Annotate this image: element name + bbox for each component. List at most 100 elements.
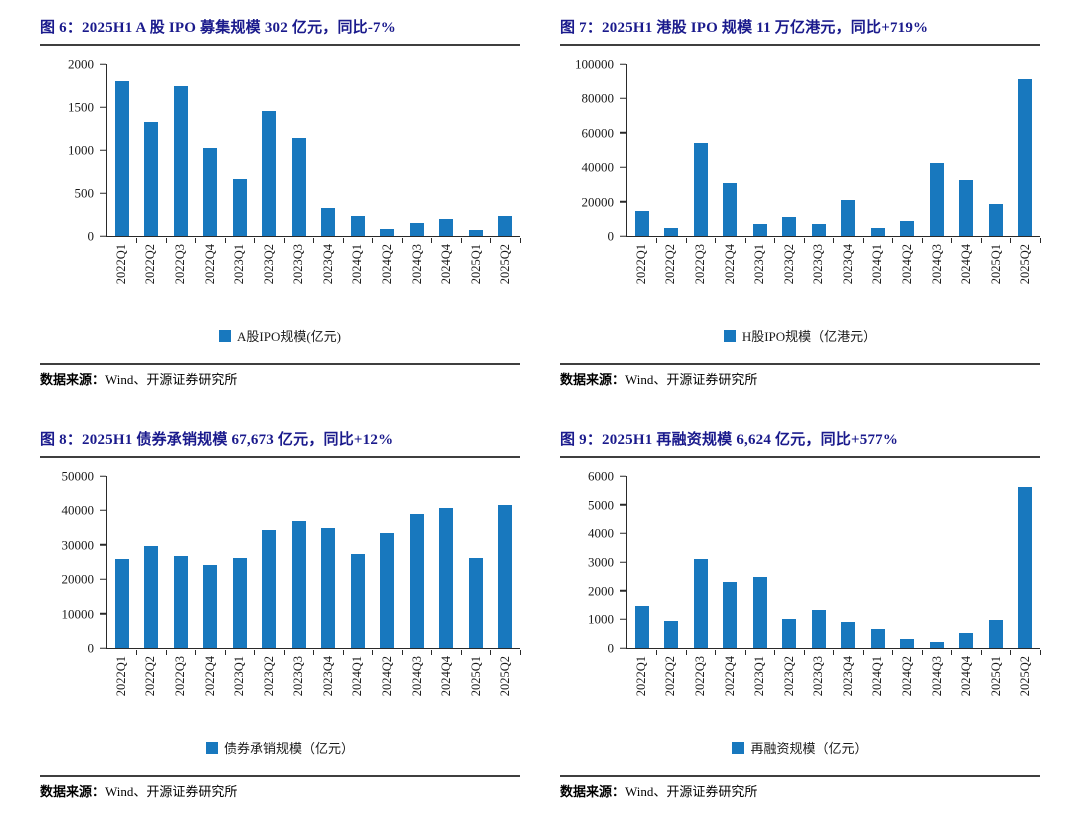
y-tick bbox=[620, 561, 626, 563]
y-tick-label: 30000 bbox=[61, 537, 95, 553]
bar-slot bbox=[225, 64, 255, 243]
bar bbox=[929, 642, 944, 648]
bar bbox=[870, 629, 885, 648]
bar bbox=[1018, 79, 1033, 236]
bar bbox=[291, 137, 306, 236]
x-tick-label: 2023Q4 bbox=[320, 244, 335, 285]
bar-plot bbox=[626, 476, 1040, 655]
bar bbox=[811, 609, 826, 648]
bar bbox=[380, 228, 395, 236]
bar bbox=[321, 207, 336, 236]
bar-slot bbox=[137, 64, 167, 243]
bar bbox=[409, 513, 424, 648]
bar bbox=[782, 217, 797, 236]
bar-slot bbox=[686, 476, 716, 655]
y-tick bbox=[620, 589, 626, 592]
y-tick-label: 0 bbox=[607, 640, 615, 656]
bar bbox=[409, 223, 424, 236]
bar-slot bbox=[922, 64, 952, 243]
y-tick bbox=[100, 149, 106, 151]
plot-area: 2022Q1 2022Q2 2022Q3 2022Q4 2023Q1 2023Q2 2023… bbox=[626, 64, 1040, 314]
y-tick bbox=[620, 166, 626, 168]
plot-area: 2022Q1 2022Q2 2022Q3 2022Q4 2023Q1 2023Q2 2023… bbox=[106, 64, 520, 314]
figure-7-panel: 图 7：2025H1 港股 IPO 规模 11 万亿港元，同比+719% 0 20… bbox=[560, 18, 1040, 388]
bar-slot bbox=[745, 64, 775, 243]
bar bbox=[144, 122, 159, 236]
x-axis-labels: 2022Q1 2022Q2 2022Q3 2022Q4 2023Q1 2023Q2 2023… bbox=[626, 656, 1040, 726]
figure-8-legend: 债券承销规模（亿元） bbox=[40, 738, 520, 757]
x-tick-label: 2023Q3 bbox=[291, 656, 306, 697]
bar bbox=[350, 215, 365, 236]
figure-6-panel: 图 6：2025H1 A 股 IPO 募集规模 302 亿元，同比-7% 0 50… bbox=[40, 18, 520, 388]
x-tick-label: 2022Q4 bbox=[202, 244, 217, 285]
bar-slot bbox=[952, 476, 981, 655]
x-axis-labels: 2022Q1 2022Q2 2022Q3 2022Q4 2023Q1 2023Q2 2023… bbox=[106, 656, 520, 726]
x-tick-label: 2022Q2 bbox=[663, 244, 678, 285]
bar-slot bbox=[981, 64, 1011, 243]
x-tick-label: 2024Q2 bbox=[899, 244, 914, 285]
y-tick-label: 2000 bbox=[68, 56, 94, 72]
bar-slot bbox=[952, 64, 981, 243]
x-tick-label: 2022Q3 bbox=[692, 244, 707, 285]
y-tick bbox=[620, 532, 626, 535]
bar-slot bbox=[432, 476, 461, 655]
bar bbox=[634, 606, 649, 648]
bar bbox=[988, 204, 1003, 236]
bar-slot bbox=[804, 476, 834, 655]
data-source-label: 数据来源： bbox=[40, 372, 106, 387]
bar-slot bbox=[343, 476, 373, 655]
x-tick-label: 2024Q4 bbox=[959, 656, 974, 697]
y-tick-label: 40000 bbox=[581, 159, 615, 175]
bar bbox=[870, 227, 885, 236]
bar bbox=[498, 505, 513, 648]
data-source-label: 数据来源： bbox=[40, 784, 106, 799]
bar-slot bbox=[863, 476, 893, 655]
legend-swatch-icon bbox=[219, 329, 231, 342]
bar-slot bbox=[107, 64, 137, 243]
x-tick-label: 2024Q1 bbox=[870, 244, 885, 285]
x-tick-label: 2023Q3 bbox=[291, 244, 306, 285]
legend-label: H股IPO规模（亿港元） bbox=[741, 329, 877, 344]
y-tick-label: 0 bbox=[87, 640, 95, 656]
bar bbox=[841, 199, 856, 236]
bar bbox=[664, 620, 679, 648]
bar-slot bbox=[716, 476, 745, 655]
bar-slot bbox=[834, 476, 863, 655]
bar bbox=[203, 148, 218, 236]
bar-slot bbox=[1011, 64, 1040, 243]
figure-8-panel: 图 8：2025H1 债券承销规模 67,673 亿元，同比+12% 0 1000… bbox=[40, 430, 520, 800]
bar bbox=[634, 211, 649, 236]
bar-slot bbox=[657, 476, 686, 655]
bar-slot bbox=[373, 476, 402, 655]
bar-slot bbox=[225, 476, 255, 655]
x-tick-label: 2024Q1 bbox=[350, 244, 365, 285]
bar bbox=[291, 520, 306, 648]
x-tick-label: 2024Q3 bbox=[409, 244, 424, 285]
plot-area: 2022Q1 2022Q2 2022Q3 2022Q4 2023Q1 2023Q2 2023… bbox=[106, 476, 520, 726]
bar bbox=[841, 621, 856, 648]
y-tick-label: 3000 bbox=[588, 554, 614, 570]
x-tick-label: 2025Q2 bbox=[498, 656, 513, 697]
y-tick bbox=[100, 106, 106, 108]
bar-slot bbox=[373, 64, 402, 243]
x-tick-label: 2022Q2 bbox=[143, 656, 158, 697]
x-tick-label: 2022Q1 bbox=[113, 656, 128, 697]
y-tick-label: 500 bbox=[74, 185, 95, 201]
plot-area: 2022Q1 2022Q2 2022Q3 2022Q4 2023Q1 2023Q2 2023… bbox=[626, 476, 1040, 726]
y-tick-label: 40000 bbox=[61, 502, 95, 518]
bar bbox=[723, 582, 738, 648]
bar bbox=[173, 86, 188, 236]
bar-slot bbox=[343, 64, 373, 243]
y-tick-label: 20000 bbox=[61, 571, 95, 587]
y-tick-label: 4000 bbox=[588, 525, 614, 541]
x-tick-label: 2022Q3 bbox=[692, 656, 707, 697]
x-tick-label: 2022Q3 bbox=[172, 656, 187, 697]
x-tick-label: 2025Q2 bbox=[1018, 656, 1033, 697]
legend-swatch-icon bbox=[205, 741, 218, 754]
bar bbox=[811, 223, 826, 236]
x-tick-label: 2024Q2 bbox=[379, 244, 394, 285]
data-source: 数据来源：Wind、开源证券研究所 bbox=[40, 363, 520, 388]
figure-6-chart: 0 500 1000 1500 2000 2022Q1 2022Q2 2022Q3 2022Q… bbox=[40, 58, 520, 314]
x-tick-label: 2022Q4 bbox=[722, 244, 737, 285]
bar-slot bbox=[255, 476, 284, 655]
